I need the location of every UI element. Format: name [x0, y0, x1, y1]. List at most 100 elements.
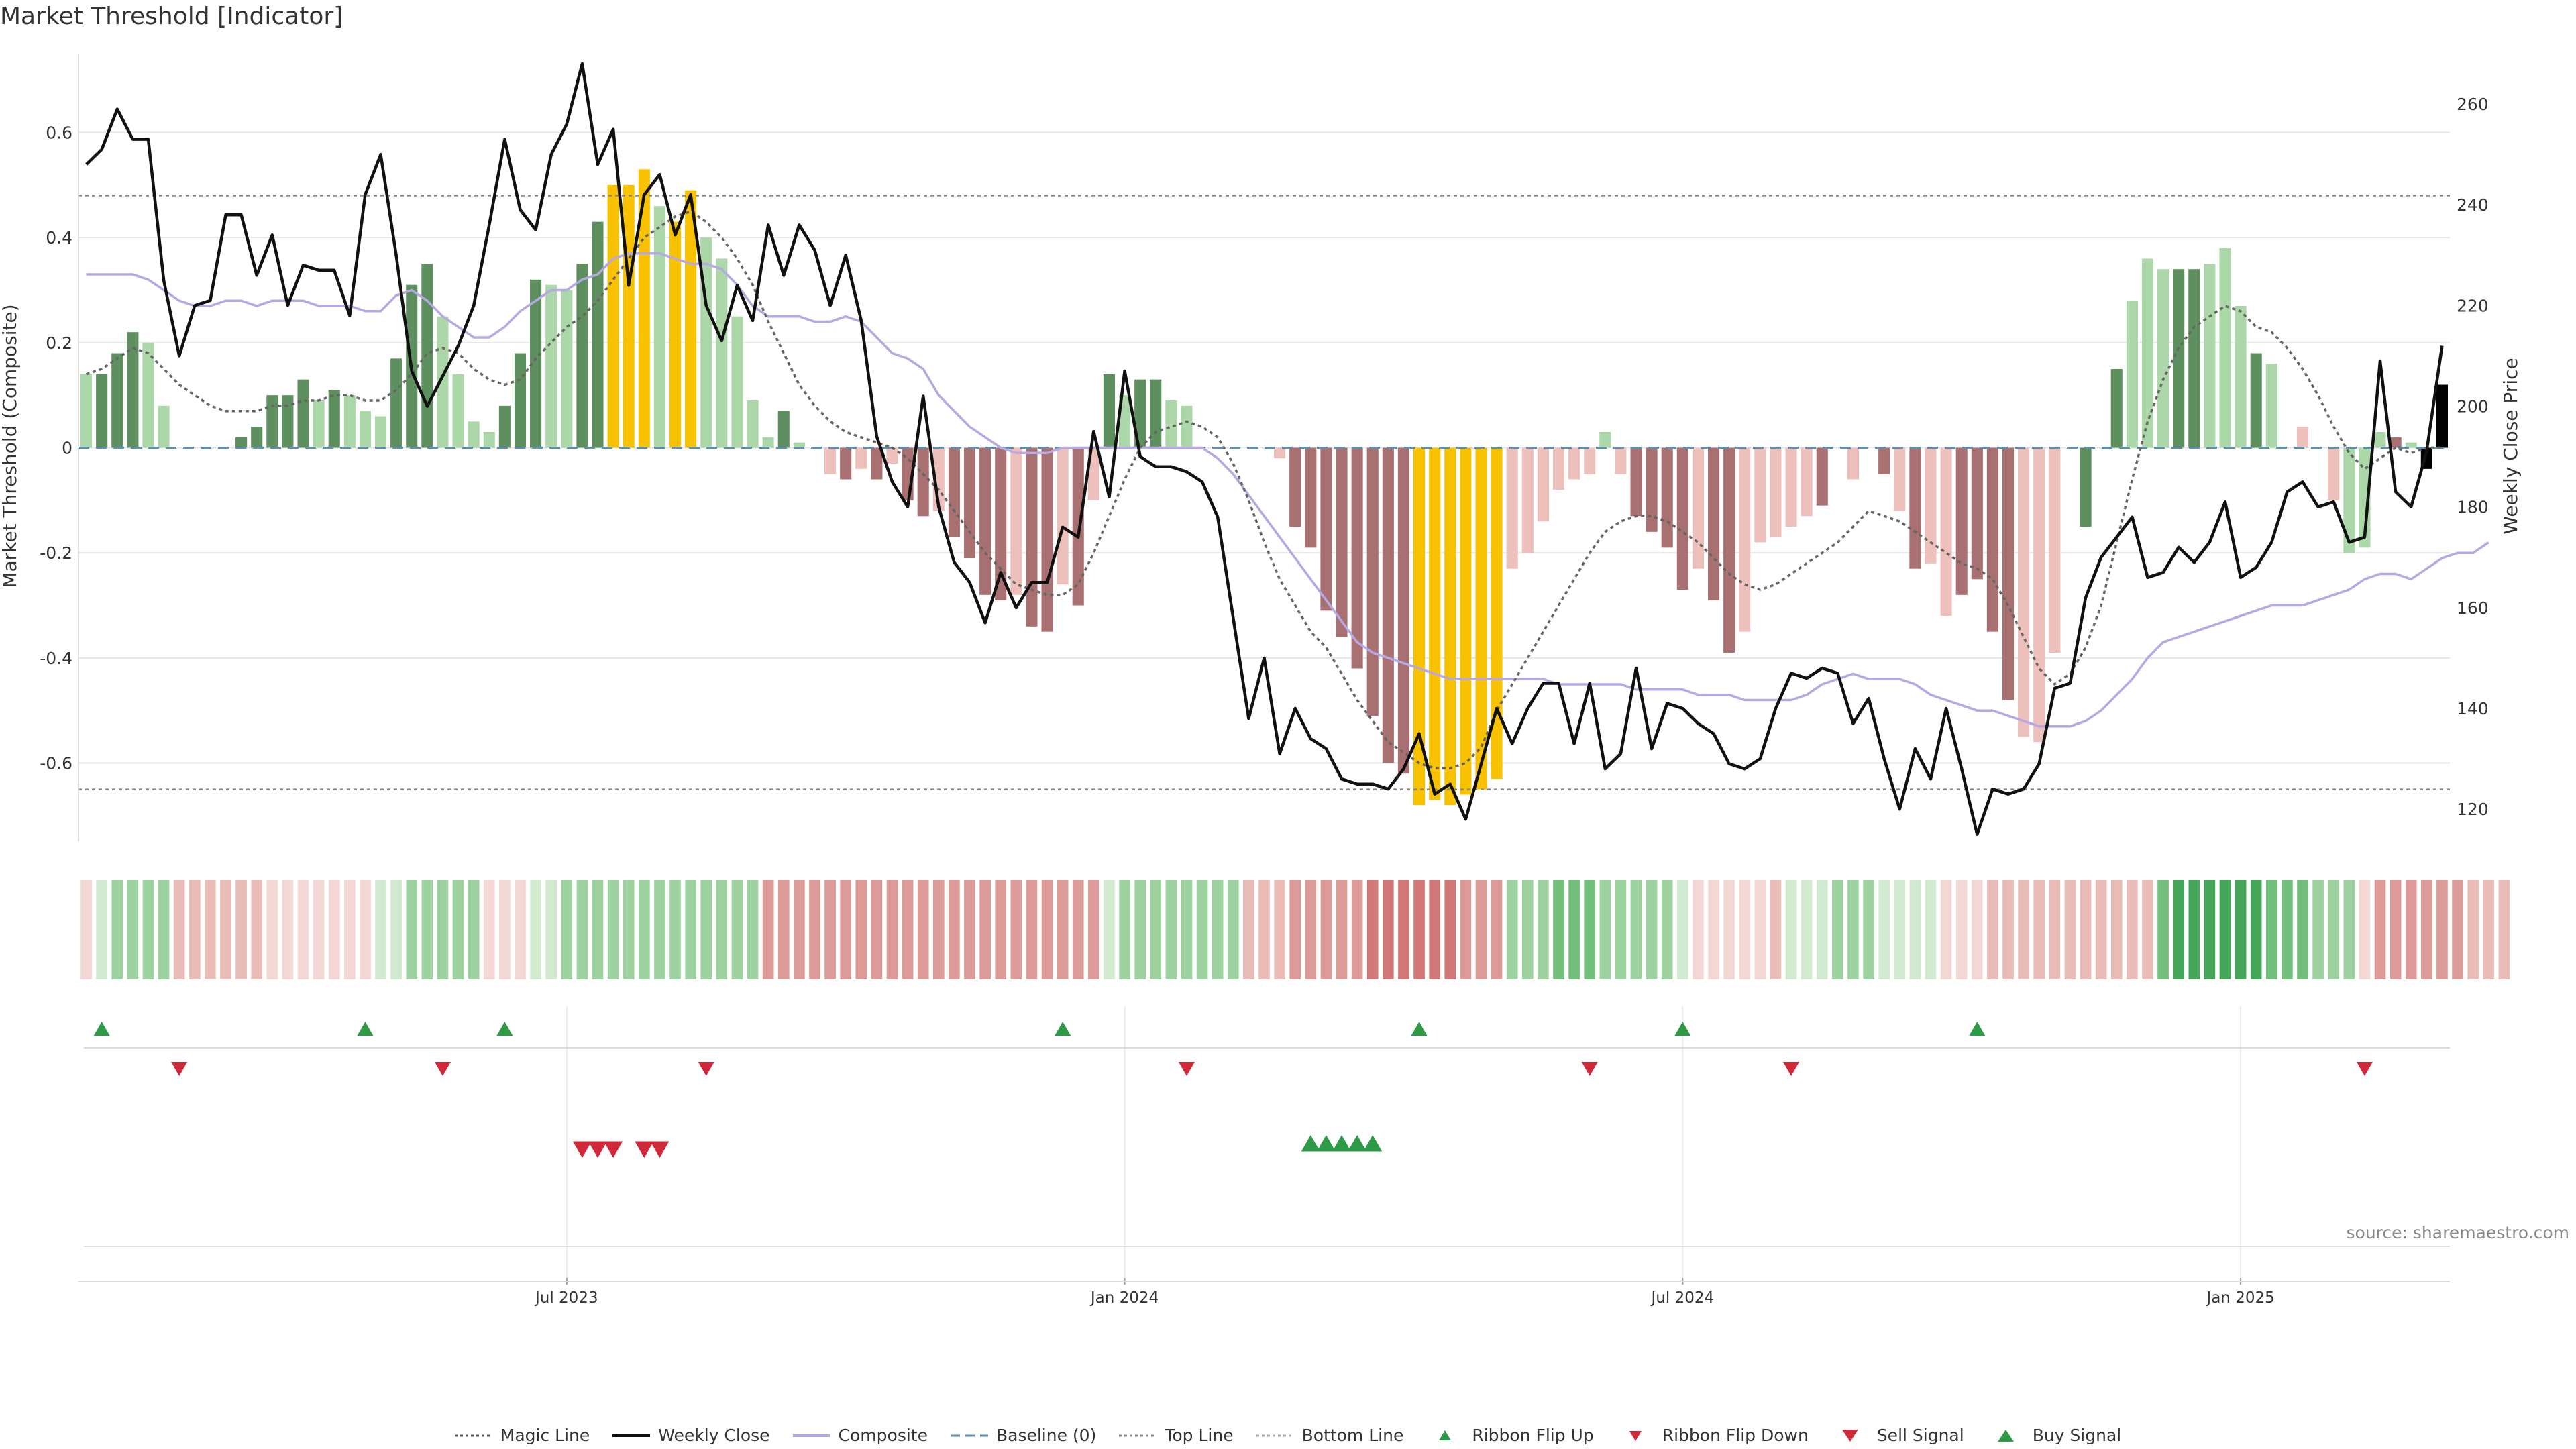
bar [1940, 447, 1952, 616]
bar [1615, 447, 1627, 474]
ribbon-cell [437, 880, 449, 979]
ribbon-flip-down-marker [1178, 1062, 1195, 1076]
bar [1336, 447, 1348, 637]
ribbon-cell [2483, 880, 2495, 979]
ribbon-cell [777, 880, 790, 979]
ribbon-cell [1460, 880, 1472, 979]
ribbon-cell [1243, 880, 1254, 979]
ribbon-cell [1693, 880, 1704, 979]
ribbon-cell [1971, 880, 1983, 979]
grid [78, 131, 2450, 1278]
bar [995, 447, 1007, 600]
ribbon-cell [1863, 880, 1874, 979]
ribbon-cell [840, 880, 851, 979]
legend-item: Baseline (0) [950, 1426, 1096, 1445]
ribbon-cell [2049, 880, 2061, 979]
bar [2265, 364, 2277, 448]
bar [1475, 447, 1487, 790]
ribbon-cell [1894, 880, 1906, 979]
bar [2141, 258, 2154, 448]
y-tick-label: 0.6 [46, 123, 72, 143]
ribbon-cell [375, 880, 386, 979]
ribbon-cell [1165, 880, 1177, 979]
x-tick-label: Jan 2025 [2205, 1289, 2274, 1307]
ribbon-cell [1630, 880, 1642, 979]
bar [235, 437, 248, 448]
ribbon-flip-up-marker [1055, 1022, 1071, 1036]
ribbon-cell [1398, 880, 1409, 979]
bar [1351, 447, 1363, 669]
bar [685, 190, 697, 448]
bar [2110, 369, 2123, 448]
ribbon-cell [2436, 880, 2448, 979]
ribbon-flip-up-marker [93, 1022, 110, 1036]
legend-item: Top Line [1119, 1426, 1234, 1445]
ribbon-flip-down-marker [2356, 1062, 2373, 1076]
bar [2080, 447, 2092, 527]
ribbon-cell [96, 880, 107, 979]
bar [421, 264, 433, 448]
bar [390, 358, 402, 448]
dotted-line-icon [454, 1434, 492, 1436]
bar [2126, 301, 2138, 448]
bar [2390, 437, 2402, 448]
bar [716, 258, 728, 448]
ribbon-cell [1599, 880, 1611, 979]
bar [2436, 384, 2448, 448]
legend-item: Sell Signal [1831, 1426, 1964, 1445]
bar [2173, 269, 2185, 448]
bar [2328, 447, 2340, 500]
ribbon-cell [1119, 880, 1130, 979]
ribbon-cell [824, 880, 836, 979]
bar [1366, 447, 1379, 716]
ribbon-cell [2297, 880, 2308, 979]
ribbon-cell [1444, 880, 1456, 979]
bar [1289, 447, 1301, 527]
page-title: Market Threshold [Indicator] [0, 3, 343, 30]
ribbon-cell [390, 880, 402, 979]
x-tick-label: Jul 2024 [1650, 1289, 1715, 1307]
ribbon-cell [1104, 880, 1115, 979]
legend-label: Ribbon Flip Up [1472, 1426, 1594, 1445]
ribbon-cell [158, 880, 170, 979]
ribbon-flip-up-marker [1411, 1022, 1428, 1036]
ribbon-cell [2002, 880, 2014, 979]
bar [111, 353, 123, 448]
solid-line-icon [612, 1434, 651, 1437]
sell-signal-marker [650, 1141, 669, 1158]
ribbon-cell [1568, 880, 1580, 979]
bar [1925, 447, 1937, 564]
ribbon-cell [2095, 880, 2107, 979]
ribbon-cell [1366, 880, 1379, 979]
bar [747, 400, 759, 448]
buy-signal-marker [1348, 1135, 1367, 1152]
ribbon-cell [220, 880, 231, 979]
ribbon-cell [1847, 880, 1859, 979]
ribbon-cell [902, 880, 914, 979]
bar [607, 184, 619, 448]
y-tick-label: 0.2 [46, 333, 72, 353]
ribbon-cell [2467, 880, 2479, 979]
ribbon-cell [2018, 880, 2029, 979]
ribbon-cell [1940, 880, 1952, 979]
bar [2235, 306, 2247, 448]
ribbon-cell [142, 880, 154, 979]
ribbon-cell [1909, 880, 1921, 979]
bar [1847, 447, 1860, 480]
ribbon-cell [669, 880, 681, 979]
ribbon-cell [1491, 880, 1503, 979]
bar [127, 332, 139, 448]
bar [1026, 447, 1038, 627]
ribbon-cell [1987, 880, 1998, 979]
ribbon-cell [1754, 880, 1766, 979]
ribbon-cell [995, 880, 1007, 979]
ribbon-cell [932, 880, 945, 979]
down-triangle-icon [1841, 1429, 1858, 1442]
bar [1739, 447, 1751, 632]
legend-item: Ribbon Flip Down [1617, 1426, 1809, 1445]
bar [1909, 447, 1921, 569]
bar [359, 411, 371, 448]
bar [1397, 447, 1409, 774]
y2-tick-label: 200 [2457, 397, 2489, 417]
